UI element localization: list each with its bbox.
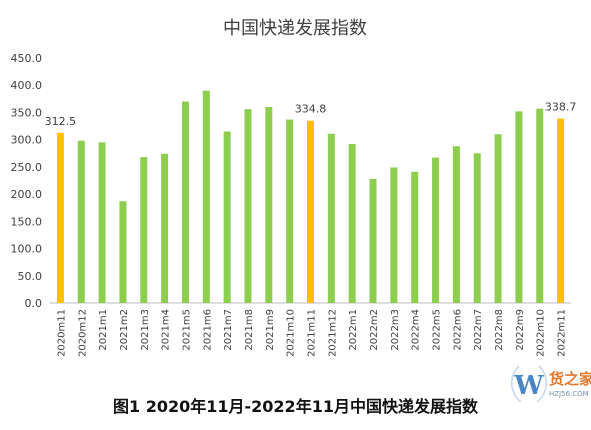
highlight-bar [307,120,314,303]
bar [244,109,252,303]
x-tick-label: 2021m9 [265,309,276,351]
x-tick-label: 2022m9 [515,309,526,351]
y-tick-label: 0.0 [25,297,43,310]
bar [452,146,460,303]
x-tick-label: 2022m11 [557,309,568,357]
y-tick-label: 450.0 [11,52,43,65]
x-tick-label: 2021m6 [202,309,213,351]
x-tick-label: 2021m3 [140,309,151,351]
bar [265,107,273,303]
bar [327,133,335,303]
wreath-icon [510,365,548,403]
bar [536,108,544,303]
bar [119,201,127,303]
data-label: 338.7 [545,101,577,114]
x-tick-label: 2022m6 [452,309,463,351]
bar [515,111,523,303]
bar [390,167,398,303]
x-tick-label: 2020m11 [56,309,67,357]
x-tick-label: 2021m7 [223,309,234,351]
bar [473,153,481,303]
figure-caption: 图1 2020年11月-2022年11月中国快递发展指数 [113,397,478,416]
y-tick-label: 100.0 [11,243,43,256]
bar [348,144,356,303]
x-tick-label: 2022m1 [348,309,359,351]
bar [181,101,189,303]
highlight-bar [56,132,64,303]
y-tick-label: 200.0 [11,188,43,201]
x-tick-label: 2020m12 [77,309,88,357]
y-tick-label: 350.0 [11,106,43,119]
x-tick-label: 2022m3 [390,309,401,351]
x-tick-label: 2021m5 [181,309,192,351]
y-tick-label: 400.0 [11,79,43,92]
data-label: 312.5 [45,115,77,128]
bar [161,153,169,303]
x-tick-label: 2022m4 [411,309,422,351]
data-label: 334.8 [295,103,327,116]
x-tick-label: 2021m12 [327,309,338,357]
x-tick-label: 2021m11 [307,309,318,357]
bar [286,119,294,304]
x-tick-label: 2022m2 [369,309,380,351]
bar [369,178,377,303]
bar [98,142,106,303]
y-tick-label: 300.0 [11,134,43,147]
bar [494,134,502,303]
y-tick-label: 50.0 [18,270,43,283]
chart-title: 中国快递发展指数 [223,18,367,39]
bar [77,140,85,303]
x-tick-label: 2021m1 [98,309,109,351]
watermark-logo: W 货之家 HZJ56.COM [510,365,591,403]
x-tick-label: 2022m7 [473,309,484,351]
watermark-domain: HZJ56.COM [549,390,589,398]
x-tick-label: 2022m10 [536,309,547,357]
bar [432,157,440,303]
y-tick-label: 250.0 [11,161,43,174]
watermark-letter: W [513,371,544,401]
y-tick-label: 150.0 [11,215,43,228]
x-tick-label: 2021m2 [119,309,130,351]
x-tick-label: 2022m5 [432,309,443,351]
bar [223,131,231,303]
watermark-brand: 货之家 [549,370,591,388]
x-tick-label: 2022m8 [494,309,505,351]
x-tick-label: 2021m10 [286,309,297,357]
bar [411,171,419,303]
bar [202,90,210,304]
x-tick-label: 2021m4 [161,309,172,351]
x-tick-label: 2021m8 [244,309,255,351]
bar [140,157,148,303]
highlight-bar [557,118,565,303]
